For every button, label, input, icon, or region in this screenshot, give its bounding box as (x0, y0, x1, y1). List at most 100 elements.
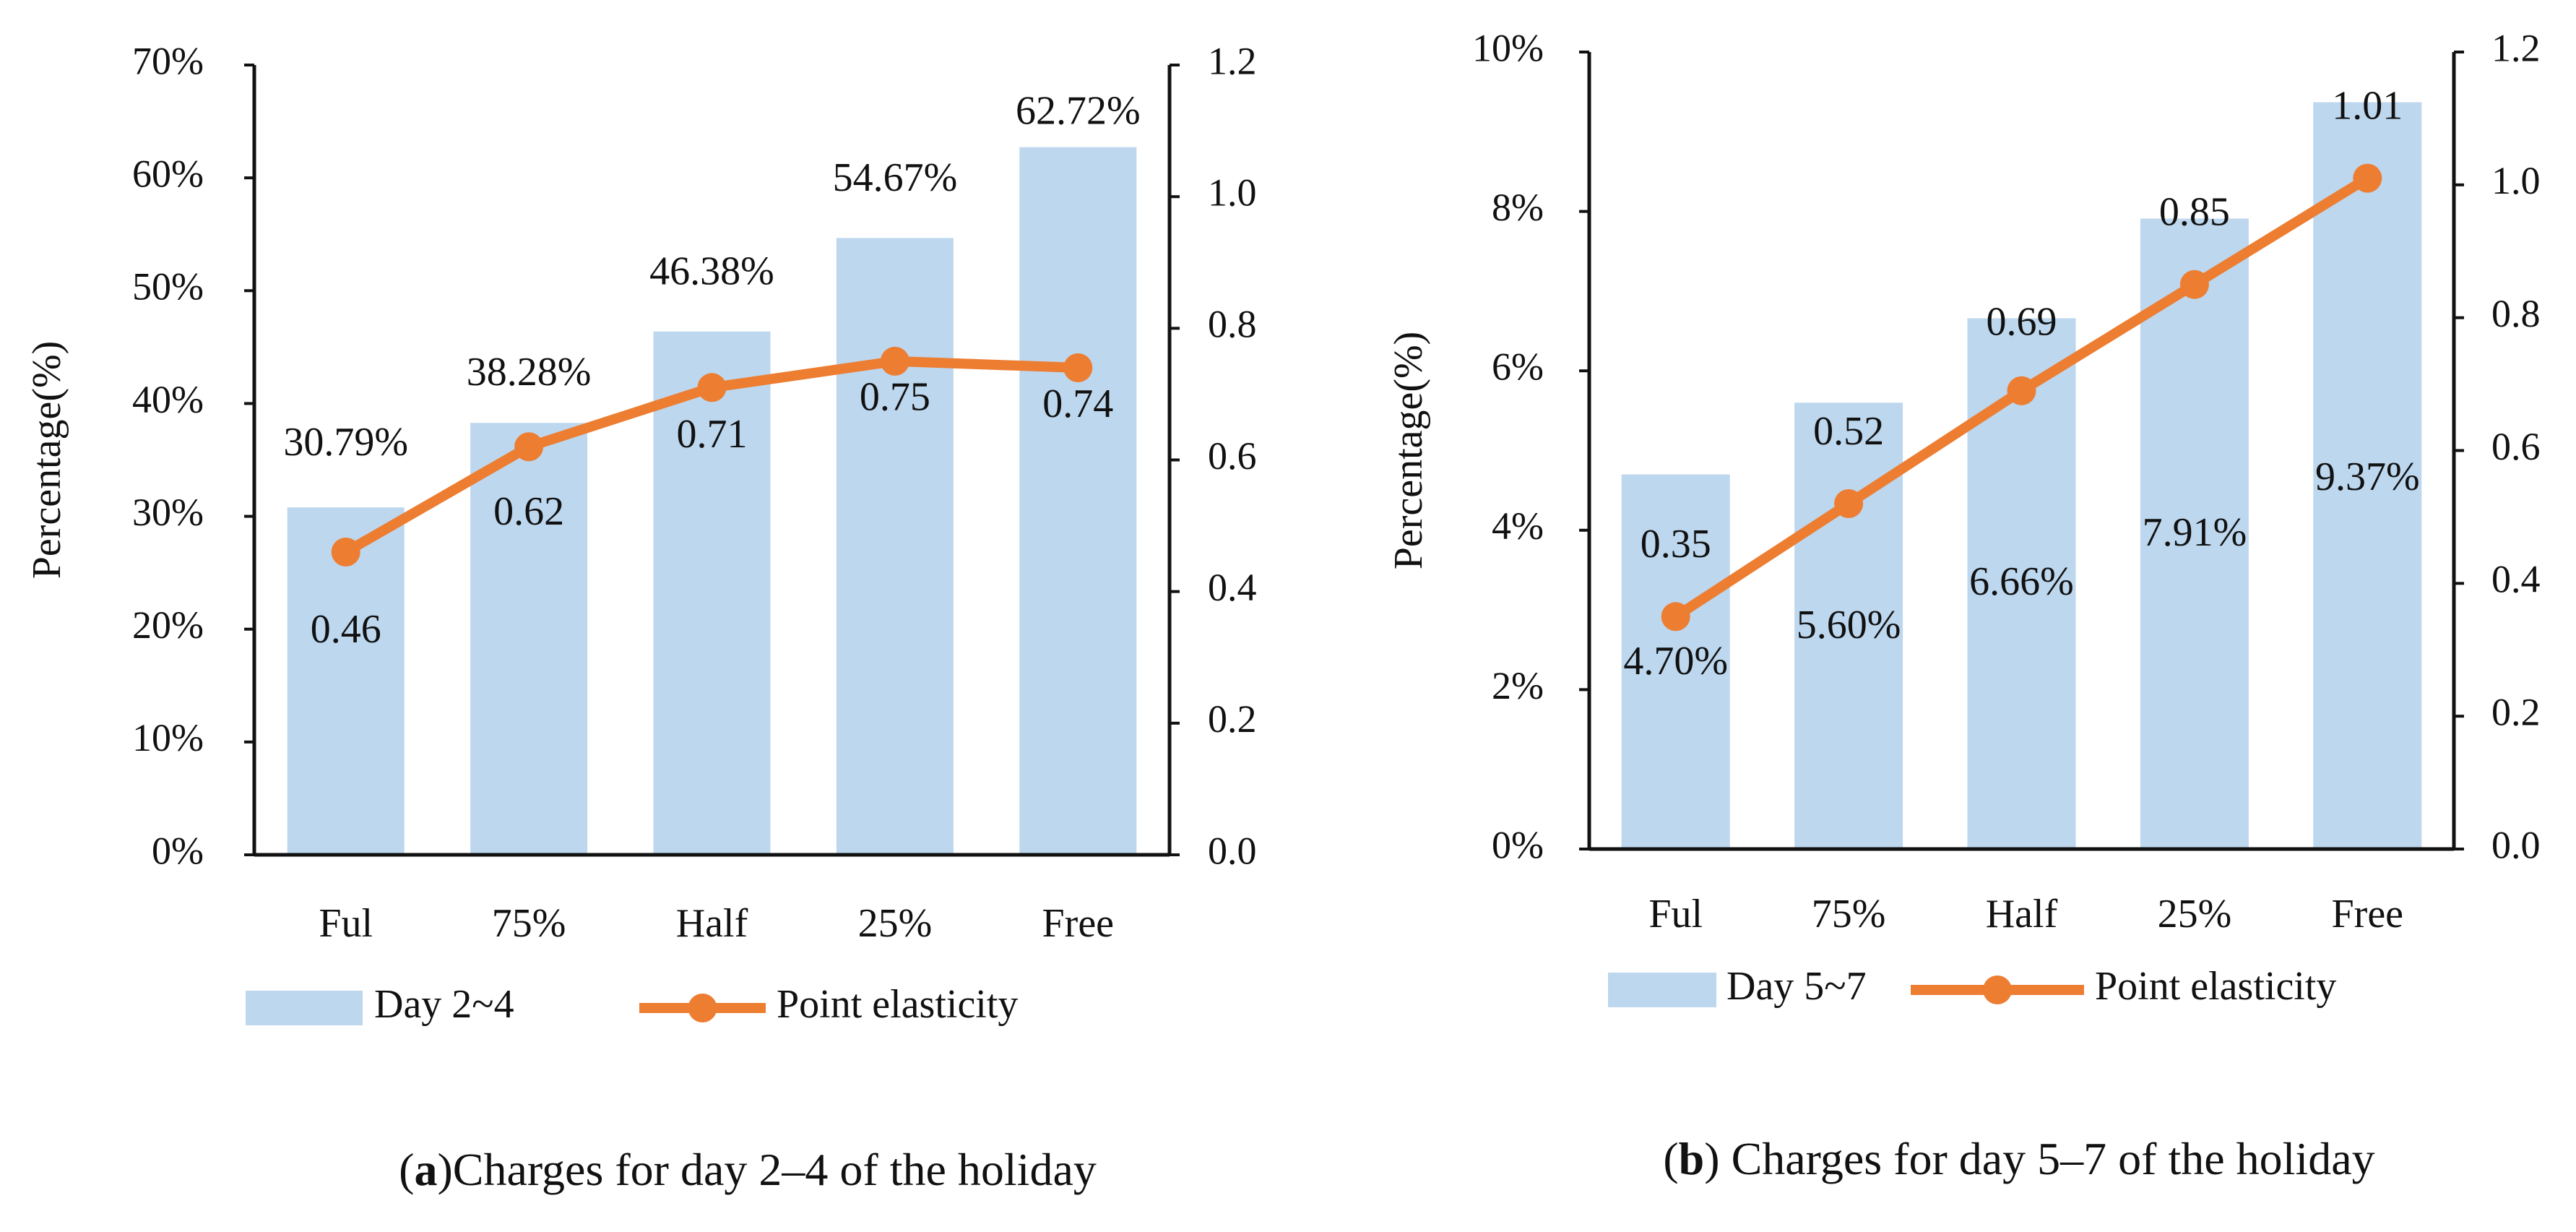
category-label: 25% (2158, 892, 2232, 936)
elasticity-data-label: 0.46 (311, 607, 381, 652)
left-tick-label: 10% (132, 716, 204, 759)
bar-data-label: 6.66% (1969, 559, 2074, 604)
chart-panel-a: 0% 10% 20% 30% 40% 50% 60% 70% 0.0 0.2 0.4 0.6 0.8 1.… (25, 39, 1257, 1194)
bar-data-label: 5.60% (1797, 603, 1901, 647)
bar-data-label: 62.72% (1016, 89, 1141, 134)
elasticity-point (2179, 270, 2209, 299)
caption-text: Charges for day 5–7 of the holiday (1720, 1133, 2375, 1184)
caption-letter: a (414, 1144, 437, 1195)
category-label: 75% (1812, 892, 1886, 936)
left-tick-label: 40% (132, 378, 204, 421)
elasticity-data-label: 1.01 (2332, 83, 2403, 128)
left-tick-label: 6% (1492, 345, 1544, 389)
elasticity-data-label: 0.62 (493, 489, 564, 534)
legend-line-marker (1983, 975, 2012, 1004)
bar-data-label: 46.38% (649, 249, 774, 294)
left-tick-label: 20% (132, 603, 204, 647)
bar-25% (2140, 218, 2249, 850)
elasticity-data-label: 0.69 (1987, 300, 2057, 345)
caption-open-paren: ( (1663, 1133, 1678, 1184)
bar-Half (1967, 318, 2076, 850)
bar-data-label: 38.28% (467, 350, 592, 395)
elasticity-data-label: 0.71 (677, 412, 748, 457)
left-tick-label: 0% (152, 829, 204, 872)
chart-panel-b: 0% 2% 4% 6% 8% 10% 0.0 0.2 0.4 0.6 0.8 1.0 1.2 Percen… (1386, 26, 2541, 1184)
right-tick-label: 0.6 (2491, 425, 2541, 468)
elasticity-point (697, 373, 727, 402)
elasticity-point (2353, 163, 2382, 193)
right-tick-label: 0.4 (1208, 566, 1257, 609)
right-tick-label: 1.2 (2491, 26, 2541, 69)
elasticity-data-label: 0.52 (1813, 409, 1884, 454)
left-tick-label: 60% (132, 152, 204, 196)
elasticity-data-label: 0.85 (2159, 190, 2230, 235)
left-tick-label: 4% (1492, 504, 1544, 548)
elasticity-point (331, 538, 360, 567)
bar-data-label: 9.37% (2315, 455, 2420, 499)
right-tick-label: 0.8 (1208, 303, 1257, 346)
category-label: Half (1986, 892, 2058, 936)
right-tick-label: 1.2 (1208, 39, 1257, 82)
caption-letter: b (1679, 1133, 1705, 1184)
category-label: Ful (1648, 892, 1703, 936)
legend-line-label: Point elasticity (777, 982, 1018, 1027)
bar-75% (470, 423, 588, 855)
caption-text: Charges for day 2–4 of the holiday (453, 1144, 1097, 1195)
legend-line-label: Point elasticity (2095, 964, 2336, 1009)
legend: Day 2~4 Point elasticity (246, 982, 1018, 1027)
bar-25% (836, 238, 954, 855)
panel-caption: (b) Charges for day 5–7 of the holiday (1663, 1133, 2374, 1184)
bar-Free (1019, 147, 1137, 855)
elasticity-data-label: 0.74 (1042, 382, 1113, 426)
y-axis-label: Percentage(%) (25, 341, 69, 580)
elasticity-point (2007, 376, 2036, 405)
elasticity-point (880, 346, 909, 376)
category-label: 25% (858, 901, 933, 946)
legend-bar-label: Day 5~7 (1726, 964, 1867, 1009)
bar-Half (653, 331, 771, 855)
right-tick-label: 1.0 (2491, 159, 2541, 202)
left-tick-label: 50% (132, 265, 204, 309)
category-label: Half (676, 901, 748, 946)
elasticity-point (1661, 602, 1690, 632)
y-axis-label: Percentage(%) (1386, 332, 1431, 570)
bar-data-label: 7.91% (2143, 510, 2247, 555)
right-tick-label: 0.2 (1208, 697, 1257, 741)
right-tick-label: 0.8 (2491, 292, 2541, 335)
elasticity-point (1834, 489, 1864, 519)
right-tick-label: 1.0 (1208, 171, 1257, 215)
bar-data-label: 30.79% (283, 420, 408, 465)
category-label: Free (2332, 892, 2404, 936)
left-tick-label: 0% (1492, 823, 1544, 866)
elasticity-data-label: 0.75 (860, 375, 930, 420)
left-tick-label: 70% (132, 39, 204, 82)
legend-line-marker (688, 994, 717, 1022)
elasticity-point (514, 432, 544, 462)
caption-close-paren: ) (1704, 1133, 1719, 1184)
category-label: 75% (492, 901, 566, 946)
left-tick-label: 30% (132, 491, 204, 534)
legend-bar-swatch (246, 991, 363, 1025)
right-tick-label: 0.6 (1208, 434, 1257, 478)
bar-Free (2313, 102, 2422, 849)
right-tick-label: 0.0 (1208, 829, 1257, 872)
caption-open-paren: ( (399, 1144, 414, 1195)
bar-data-label: 54.67% (833, 155, 958, 200)
category-label: Free (1042, 901, 1115, 946)
panel-caption: (a)Charges for day 2–4 of the holiday (399, 1144, 1097, 1195)
bar-data-label: 4.70% (1623, 639, 1728, 684)
legend-bar-swatch (1608, 973, 1716, 1007)
elasticity-data-label: 0.35 (1641, 522, 1711, 567)
category-label: Ful (319, 901, 373, 946)
bar-Ful (1621, 474, 1730, 849)
left-tick-label: 10% (1472, 26, 1544, 69)
left-tick-label: 8% (1492, 186, 1544, 229)
left-tick-label: 2% (1492, 664, 1544, 707)
right-tick-label: 0.0 (2491, 823, 2541, 866)
right-tick-label: 0.2 (2491, 691, 2541, 734)
legend-bar-label: Day 2~4 (374, 982, 514, 1027)
right-tick-label: 0.4 (2491, 558, 2541, 601)
elasticity-point (1063, 353, 1093, 382)
caption-close-paren: ) (437, 1144, 452, 1195)
